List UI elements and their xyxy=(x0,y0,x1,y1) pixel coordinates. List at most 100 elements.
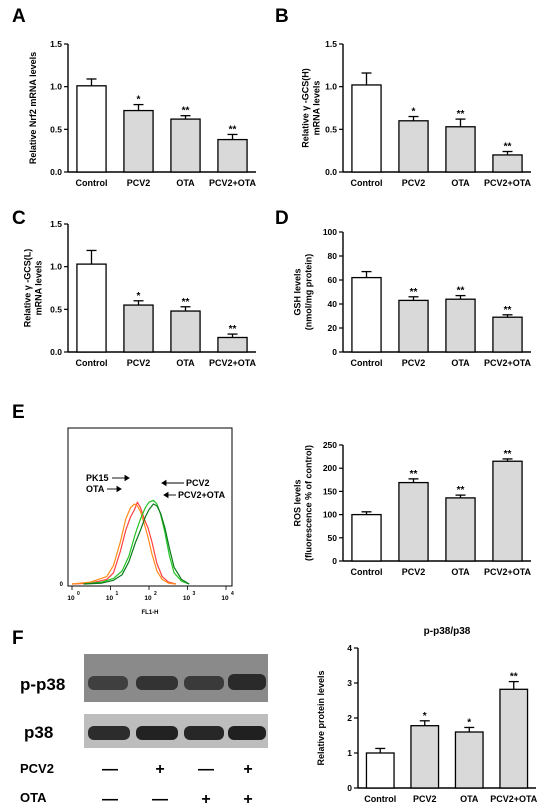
significance-mark: ** xyxy=(510,672,518,683)
category-label: OTA xyxy=(451,358,470,368)
bar xyxy=(499,688,529,789)
bar xyxy=(351,276,382,353)
category-label: PCV2+OTA xyxy=(484,567,532,577)
category-label: PCV2 xyxy=(402,358,426,368)
bar-chart-ros: 0 50 100 150 200 250 ROS levels (fluorescence %… xyxy=(293,440,532,577)
annotation-pcv2-ota: PCV2+OTA xyxy=(178,490,226,500)
y-tick-label: 60 xyxy=(328,275,338,285)
y-tick-label: 0.5 xyxy=(50,304,62,314)
bar xyxy=(351,84,382,173)
category-label: OTA xyxy=(460,794,479,804)
bar xyxy=(410,725,440,789)
y-tick-label: 20 xyxy=(328,323,338,333)
blot-band-p-p38-lane-2 xyxy=(136,676,178,690)
bar xyxy=(398,481,429,562)
y-tick-label: 1.5 xyxy=(50,219,62,229)
y-tick-label: 0.5 xyxy=(50,124,62,134)
bar xyxy=(76,85,107,173)
category-label: OTA xyxy=(451,178,470,188)
category-label: PCV2+OTA xyxy=(484,178,532,188)
histogram-x-tick-exponent: 2 xyxy=(154,591,157,597)
annotation-pk15: PK15 xyxy=(86,473,109,483)
category-label: PCV2+OTA xyxy=(209,358,257,368)
bar-chart-p-p38: 0 1 2 3 4 Relative protein levels Control * PCV2… xyxy=(316,626,538,804)
histogram-x-tick-exponent: 1 xyxy=(116,591,119,597)
bar xyxy=(454,731,484,789)
y-tick-label: 80 xyxy=(328,251,338,261)
y-tick-label: 100 xyxy=(323,227,337,237)
bar xyxy=(123,304,154,353)
bar-chart-gsh: 0 20 40 60 80 100 GSH levels (nmol/mg protein) C… xyxy=(293,227,532,368)
blot-sign-pcv2: + xyxy=(243,761,252,778)
histogram-series-line xyxy=(83,503,190,585)
y-axis-label: Relative protein levels xyxy=(316,670,326,765)
histogram-y-zero-tick: 0 xyxy=(60,582,64,588)
bar xyxy=(398,299,429,353)
blot-sign-pcv2: — xyxy=(198,761,214,778)
bar xyxy=(76,263,107,353)
blot-band-p-p38-lane-1 xyxy=(88,676,128,690)
blot-sign-ota: + xyxy=(243,791,252,808)
bar xyxy=(365,752,395,789)
blot-label-p38: p38 xyxy=(24,723,53,742)
panel-letter-f: F xyxy=(12,628,24,649)
histogram-x-tick-label: 10 xyxy=(106,595,114,602)
panel-letter-d: D xyxy=(275,208,289,229)
significance-mark: ** xyxy=(457,109,465,120)
significance-mark: ** xyxy=(410,287,418,298)
bar xyxy=(398,120,429,173)
y-axis-label: ROS levels xyxy=(293,479,303,526)
category-label: Control xyxy=(351,178,383,188)
blot-row-label-pcv2: PCV2 xyxy=(20,761,54,776)
y-axis-label: Relative γ -GCS(L) xyxy=(23,249,33,328)
bar-chart-gcs-l: 0.0 0.5 1.0 1.5 Relative γ -GCS(L) mRNA level… xyxy=(23,219,257,368)
annotation-ota: OTA xyxy=(86,484,105,494)
significance-mark: ** xyxy=(229,124,237,135)
category-label: Control xyxy=(351,567,383,577)
histogram-x-tick-label: 10 xyxy=(221,595,229,602)
category-label: PCV2 xyxy=(127,358,151,368)
panel-letter-e: E xyxy=(12,402,25,423)
western-blot: p-p38 p38 PCV2 OTA — + — + — — + + xyxy=(20,654,268,808)
y-tick-label: 0 xyxy=(332,556,337,566)
y-tick-label: 200 xyxy=(323,463,337,473)
histogram-x-tick-exponent: 3 xyxy=(193,591,196,597)
category-label: PCV2 xyxy=(413,794,437,804)
blot-sign-ota: — xyxy=(102,791,118,808)
significance-mark: ** xyxy=(457,485,465,496)
blot-band-p-p38-lane-4 xyxy=(228,674,266,690)
histogram-x-tick-exponent: 4 xyxy=(231,591,234,597)
y-tick-label: 0.0 xyxy=(325,167,337,177)
y-tick-label: 100 xyxy=(323,510,337,520)
y-tick-label: 150 xyxy=(323,486,337,496)
y-tick-label: 0 xyxy=(332,347,337,357)
chart-title: p-p38/p38 xyxy=(424,626,471,637)
significance-mark: * xyxy=(137,95,141,106)
y-tick-label: 1.0 xyxy=(50,262,62,272)
blot-band-p38-lane-4 xyxy=(228,726,266,740)
y-axis-label: Relative Nrf2 mRNA levels xyxy=(28,52,38,164)
category-label: Control xyxy=(351,358,383,368)
blot-sign-ota: — xyxy=(152,791,168,808)
y-tick-label: 2 xyxy=(347,713,352,723)
histogram-series-line xyxy=(83,499,190,585)
bar xyxy=(445,298,476,353)
y-axis-label: GSH levels xyxy=(293,268,303,315)
category-label: Control xyxy=(76,178,108,188)
y-tick-label: 3 xyxy=(347,678,352,688)
significance-mark: ** xyxy=(410,469,418,480)
blot-sign-pcv2: + xyxy=(155,761,164,778)
blot-sign-ota: + xyxy=(201,791,210,808)
y-axis-label: Relative γ -GCS(H) xyxy=(301,68,311,148)
bar xyxy=(170,118,201,173)
y-tick-label: 4 xyxy=(347,643,352,653)
category-label: OTA xyxy=(451,567,470,577)
bar xyxy=(217,138,248,173)
y-axis-label: mRNA levels xyxy=(34,261,44,316)
significance-mark: ** xyxy=(457,286,465,297)
blot-band-p-p38-lane-3 xyxy=(184,676,224,690)
category-label: PCV2+OTA xyxy=(209,178,257,188)
panel-letter-a: A xyxy=(12,6,26,27)
